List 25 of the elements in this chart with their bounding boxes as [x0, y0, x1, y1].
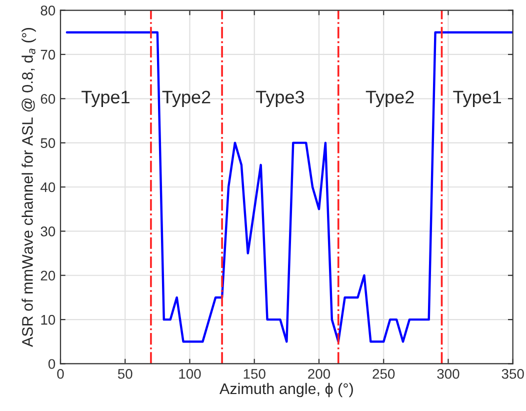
y-tick-label: 50 [40, 138, 56, 148]
y-tick-label: 70 [40, 50, 56, 60]
x-tick-label: 150 [244, 368, 266, 379]
y-tick-label: 40 [40, 182, 56, 192]
line-series [66, 31, 513, 343]
y-tick-label: 10 [41, 314, 56, 325]
x-tick-label: 200 [308, 368, 330, 379]
annotation: Type3 [256, 90, 304, 108]
x-axis-title: Azimuth angle, ϕ (°) [220, 382, 353, 398]
y-axis-title: ASR of mmWave channel for ASL @ 0.8, d$_{a}$ (°) [22, 28, 36, 348]
annotation: Type1 [82, 90, 130, 108]
y-tick-label: 60 [40, 94, 56, 104]
y-tick-label: 80 [40, 6, 56, 16]
x-tick-label: 250 [372, 368, 395, 379]
annotation: Type1 [453, 90, 502, 108]
x-tick-label: 300 [437, 368, 460, 379]
annotation: Type2 [162, 90, 210, 108]
x-tick-label: 0 [57, 368, 64, 379]
y-tick-label: 20 [40, 270, 56, 281]
y-tick-label: 0 [48, 359, 56, 369]
x-tick-label: 350 [502, 368, 524, 379]
x-tick-label: 100 [179, 368, 201, 379]
y-tick-label: 30 [40, 226, 56, 236]
annotation: Type2 [366, 90, 414, 108]
x-tick-label: 50 [118, 368, 132, 379]
